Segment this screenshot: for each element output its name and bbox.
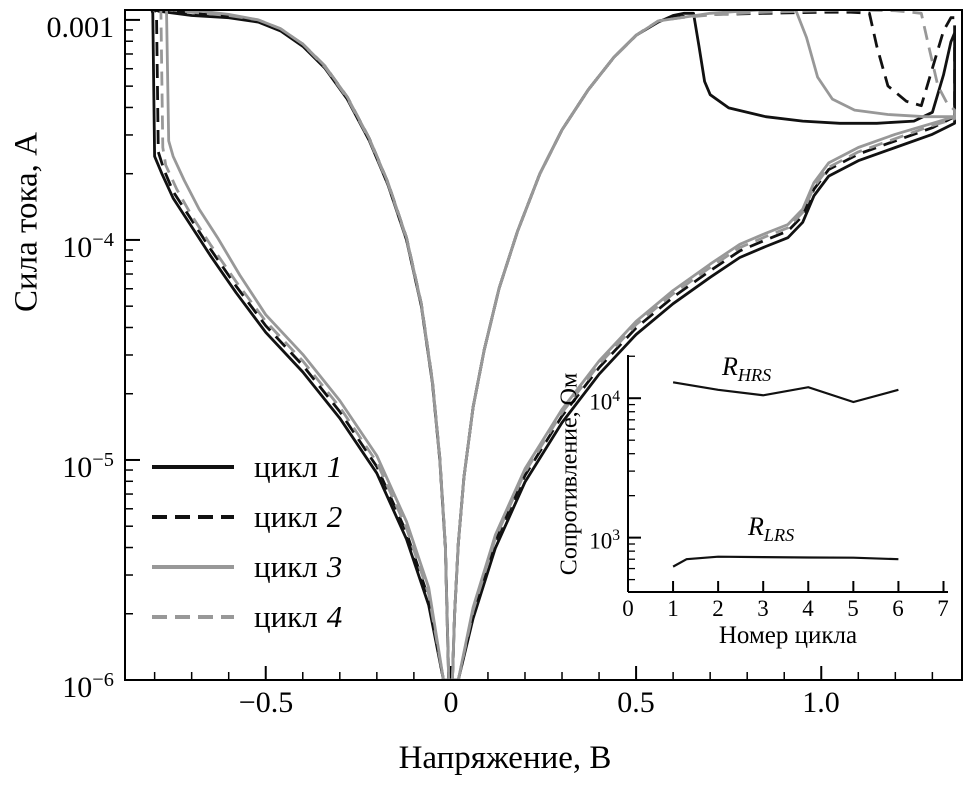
x-tick-label-neg05: −0.5: [238, 686, 294, 719]
annotation-r-hrs: RHRS: [722, 352, 772, 386]
legend-item-label: цикл 1: [254, 449, 343, 484]
legend-line-solid-black-icon: [152, 465, 234, 469]
inset-y-tick-label-1e4: 104: [589, 388, 620, 415]
inset-x-tick-label-5: 5: [847, 596, 859, 621]
legend-item-cycle-1: цикл 1: [150, 442, 342, 492]
inset-x-tick-label-7: 7: [937, 596, 949, 621]
y-tick-label-1e-6: 10−6: [62, 669, 114, 704]
legend-item-label: цикл 3: [254, 549, 343, 584]
x-axis-title: Напряжение, В: [398, 740, 612, 776]
legend-item-cycle-3: цикл 3: [150, 542, 342, 592]
inset-x-tick-label-6: 6: [892, 596, 904, 621]
inset-x-tick-label-1: 1: [667, 596, 679, 621]
y-tick-label-1e-3: 0.001: [46, 11, 115, 44]
legend-item-cycle-4: цикл 4: [150, 592, 342, 642]
x-tick-label-05: 0.5: [617, 686, 655, 719]
x-tick-label-0: 0: [443, 686, 459, 719]
x-tick-label-10: 1.0: [802, 686, 840, 719]
inset-x-axis-title: Номер цикла: [718, 622, 858, 649]
legend-item-cycle-2: цикл 2: [150, 492, 342, 542]
inset-x-tick-label-0: 0: [622, 596, 634, 621]
y-axis-title: Сила тока, А: [8, 131, 45, 313]
legend-line-dashed-black-icon: [152, 515, 234, 519]
legend: цикл 1 цикл 2 цикл 3 цикл 4: [150, 442, 342, 642]
inset-x-tick-label-4: 4: [802, 596, 814, 621]
y-tick-label-1e-5: 10−5: [62, 449, 114, 484]
annotation-r-lrs: RLRS: [748, 512, 795, 546]
inset-x-tick-label-2: 2: [712, 596, 724, 621]
legend-item-label: цикл 4: [254, 599, 343, 634]
inset-y-tick-label-1e3: 103: [589, 527, 620, 554]
legend-line-solid-gray-icon: [152, 565, 234, 569]
inset-x-tick-label-3: 3: [757, 596, 769, 621]
legend-line-dashed-gray-icon: [152, 615, 234, 619]
y-tick-label-1e-4: 10−4: [62, 229, 114, 264]
legend-item-label: цикл 2: [254, 499, 343, 534]
